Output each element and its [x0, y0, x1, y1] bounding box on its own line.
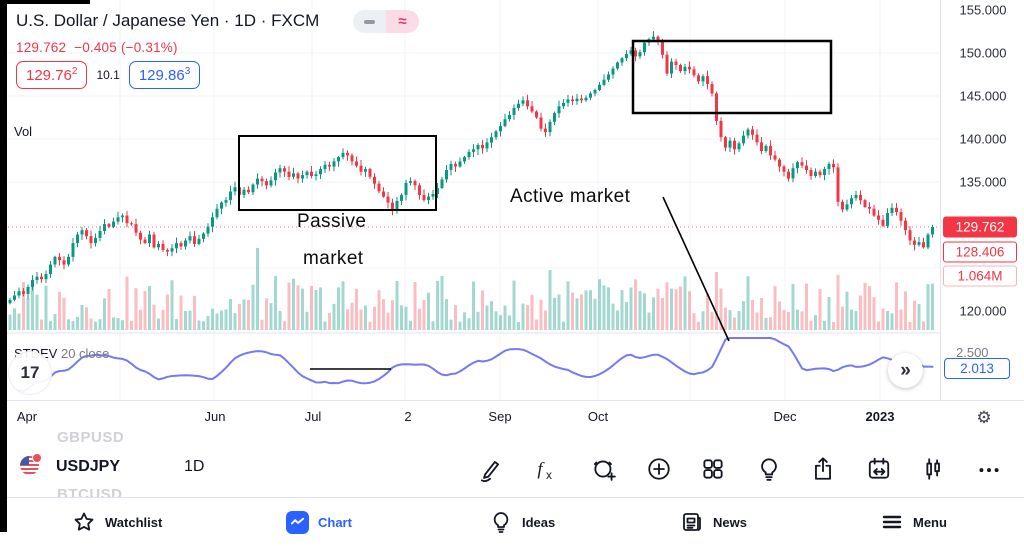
- scroll-right-button[interactable]: »: [888, 353, 923, 388]
- annotation-active-market: Active market: [510, 186, 631, 207]
- time-axis-label: Sep: [488, 409, 512, 424]
- time-axis-label: Dec: [773, 409, 797, 424]
- capture-border-top: [0, 0, 90, 4]
- time-axis-label: 2023: [865, 409, 895, 424]
- currency-pair-flag-icon: [20, 453, 42, 475]
- nav-watchlist[interactable]: Watchlist: [72, 498, 162, 546]
- time-axis-label: Apr: [16, 409, 38, 424]
- price-axis-label: 135.000: [959, 174, 1007, 190]
- star-icon: [74, 512, 94, 531]
- annotation-passive-market-line2: market: [303, 248, 364, 269]
- sell-button[interactable]: 129.762: [16, 61, 88, 89]
- svg-text:f: f: [537, 458, 545, 478]
- more-icon[interactable]: [974, 454, 1004, 484]
- alert-icon[interactable]: [589, 454, 619, 484]
- nav-menu[interactable]: Menu: [880, 498, 947, 546]
- annotation-passive-market-line1: Passive: [297, 211, 367, 232]
- capture-border-left: [0, 0, 7, 532]
- time-axis[interactable]: ⚙ Apr Jun Jul 2 Sep Oct Dec 2023: [0, 400, 1024, 432]
- svg-text:x: x: [546, 468, 552, 482]
- time-axis-label: Jun: [204, 409, 226, 424]
- symbol-title[interactable]: U.S. Dollar / Japanese Yen · 1D · FXCM: [16, 11, 320, 30]
- layout-grid-icon[interactable]: [698, 454, 728, 484]
- hamburger-menu-icon: [882, 515, 902, 529]
- time-axis-label: 2: [404, 409, 412, 424]
- indicator-value-badge: 2.013: [944, 358, 1010, 379]
- price-chart[interactable]: [0, 0, 940, 400]
- ghost-symbol-gbpusd: GBPUSD: [57, 429, 125, 446]
- wave-toggle-icon[interactable]: ≈: [386, 10, 419, 33]
- interval-button[interactable]: 1D: [184, 458, 205, 475]
- chart-icon: [286, 510, 309, 534]
- price-change-line: 129.762 −0.405 (−0.31%): [16, 40, 178, 55]
- minimize-toggle-icon[interactable]: [353, 10, 386, 33]
- last-price-badge: 129.762: [943, 216, 1017, 238]
- bid-ask-panel: 129.762 10.1 129.863: [16, 61, 201, 89]
- bottom-navigation: Watchlist Chart Ideas News Menu: [0, 497, 1024, 546]
- nav-news[interactable]: News: [680, 498, 747, 546]
- price-axis[interactable]: 155.000 150.000 145.000 140.000 135.000 120.0…: [940, 0, 1024, 400]
- price-axis-label: 120.000: [959, 303, 1007, 319]
- share-icon[interactable]: [808, 454, 838, 484]
- symbol-button[interactable]: USDJPY: [56, 458, 121, 475]
- nav-chart[interactable]: Chart: [286, 498, 352, 546]
- lightbulb-icon: [493, 512, 509, 533]
- spread-value: 10.1: [96, 68, 120, 82]
- price-axis-label: 140.000: [959, 131, 1007, 147]
- idea-icon[interactable]: [754, 454, 784, 484]
- tradingview-logo: 17: [8, 351, 52, 395]
- indicator-price-badge: 128.406: [943, 241, 1017, 263]
- calendar-range-icon[interactable]: [864, 454, 894, 484]
- volume-badge: 1.064M: [943, 265, 1017, 287]
- time-axis-label: Jul: [304, 409, 322, 424]
- chart-style-toggle[interactable]: ≈: [353, 10, 419, 33]
- compare-candles-icon[interactable]: [918, 454, 948, 484]
- price-axis-label: 155.000: [959, 2, 1007, 18]
- buy-button[interactable]: 129.863: [128, 61, 201, 89]
- add-icon[interactable]: [644, 454, 674, 484]
- volume-indicator-label[interactable]: Vol: [14, 124, 33, 139]
- price-axis-label: 150.000: [959, 45, 1007, 61]
- nav-ideas[interactable]: Ideas: [489, 498, 555, 546]
- draw-icon[interactable]: [475, 454, 505, 484]
- axis-settings-gear-icon[interactable]: ⚙: [976, 408, 992, 427]
- indicator-scale-ghost: 2.500: [956, 345, 989, 360]
- price-axis-label: 145.000: [959, 88, 1007, 104]
- time-axis-label: Oct: [587, 409, 609, 424]
- news-icon: [683, 513, 701, 531]
